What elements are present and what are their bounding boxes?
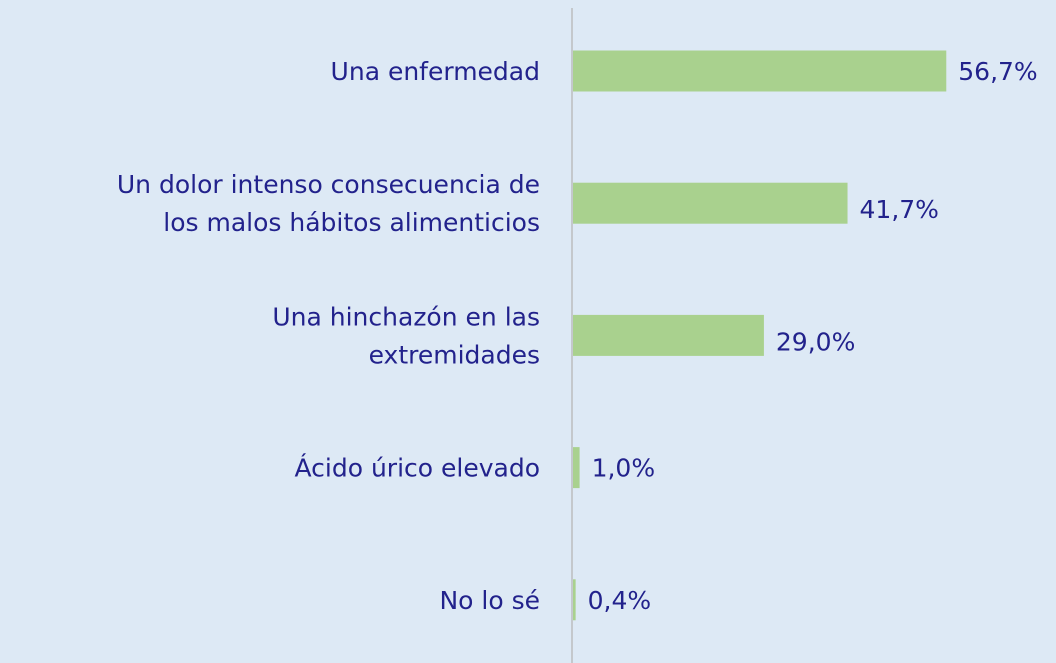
category-label: No lo sé (439, 586, 540, 615)
bar (573, 314, 764, 356)
category-label: los malos hábitos alimenticios (163, 208, 540, 237)
value-label: 1,0% (592, 454, 656, 483)
value-label: 41,7% (860, 195, 939, 224)
category-label: Un dolor intenso consecuencia de (117, 170, 540, 199)
value-label: 56,7% (958, 57, 1037, 86)
bar (573, 447, 580, 489)
value-label: 29,0% (776, 327, 855, 356)
category-label: Una enfermedad (331, 57, 540, 86)
value-label: 0,4% (588, 586, 652, 615)
bar (573, 182, 848, 224)
bar (573, 579, 576, 621)
category-label: Ácido úrico elevado (294, 454, 540, 483)
category-label: Una hinchazón en las (272, 302, 540, 331)
bar (573, 50, 947, 92)
category-label: extremidades (369, 340, 540, 369)
